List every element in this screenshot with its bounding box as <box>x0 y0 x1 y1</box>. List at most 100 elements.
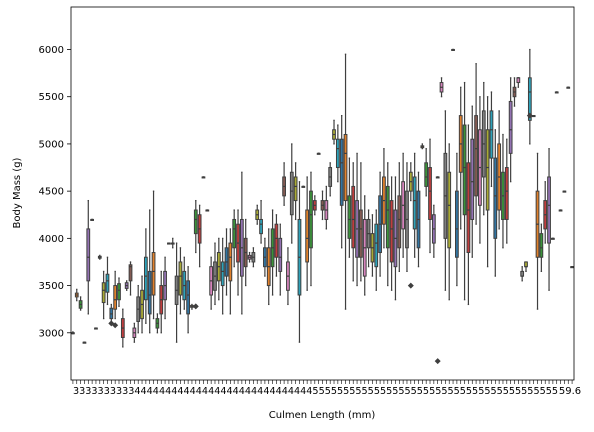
box-body <box>455 190 459 258</box>
box-body <box>293 176 298 202</box>
box-body <box>389 200 394 263</box>
box-33 <box>197 204 202 268</box>
box-127 <box>558 209 563 212</box>
box-9 <box>105 256 110 306</box>
box-100 <box>455 152 459 287</box>
box-81 <box>382 148 386 249</box>
box-48 <box>255 204 260 225</box>
y-tick-label: 4500 <box>39 187 64 198</box>
box-104 <box>470 105 475 258</box>
y-tick-label: 5000 <box>39 139 64 150</box>
box-89 <box>412 152 417 258</box>
box-3 <box>82 341 87 344</box>
box-body <box>289 171 294 216</box>
box-116 <box>516 77 521 88</box>
box-41 <box>228 228 233 315</box>
box-body <box>466 162 471 254</box>
box-86 <box>401 152 406 258</box>
box-body <box>493 157 498 239</box>
box-22 <box>155 313 160 334</box>
box-12 <box>117 277 121 307</box>
box-body <box>470 138 475 220</box>
box-97 <box>443 110 448 291</box>
box-55 <box>282 162 286 206</box>
box-38 <box>216 237 221 301</box>
box-80 <box>378 171 382 277</box>
box-36 <box>209 256 214 310</box>
plot-area <box>71 48 574 365</box>
box-body <box>220 261 225 287</box>
box-body <box>347 195 352 239</box>
box-56 <box>286 247 290 306</box>
box-34 <box>201 176 206 179</box>
box-28 <box>178 247 183 315</box>
box-107 <box>481 81 486 216</box>
box-101 <box>458 86 463 230</box>
box-96 <box>439 77 444 98</box>
box-59 <box>297 181 302 343</box>
box-119 <box>527 48 532 145</box>
box-0 <box>71 331 75 335</box>
box-16 <box>132 322 137 343</box>
box-74 <box>355 152 359 287</box>
box-124 <box>547 148 551 291</box>
y-axis-label: Body Mass (g) <box>12 157 23 228</box>
box-18 <box>140 275 144 334</box>
box-128 <box>562 190 567 193</box>
box-body <box>385 185 390 249</box>
box-92 <box>424 148 429 197</box>
box-body <box>151 252 156 296</box>
box-body <box>147 270 152 315</box>
box-44 <box>239 171 244 315</box>
box-103 <box>466 124 471 306</box>
box-body <box>259 218 263 235</box>
box-29 <box>182 256 187 310</box>
box-90 <box>416 171 421 268</box>
box-69 <box>335 124 340 183</box>
x-axis-label: Culmen Length (mm) <box>269 410 376 421</box>
box-84 <box>393 176 398 301</box>
y-tick-label: 4000 <box>39 234 64 245</box>
outlier-point <box>407 282 414 289</box>
box-body <box>524 261 528 268</box>
box-body <box>274 223 279 258</box>
box-87 <box>405 162 409 273</box>
box-5 <box>90 218 95 221</box>
box-62 <box>309 171 313 287</box>
outlier-point <box>526 112 533 119</box>
x-tick-label-last: 59.6 <box>559 386 581 397</box>
box-67 <box>328 162 333 197</box>
box-109 <box>489 91 494 188</box>
box-54 <box>278 223 283 296</box>
box-19 <box>143 228 148 324</box>
box-79 <box>374 209 379 291</box>
box-37 <box>213 242 217 306</box>
box-6 <box>94 327 98 330</box>
box-65 <box>320 190 325 221</box>
x-tick-label-band: 3333333333444444444444444444444444444445… <box>73 386 558 397</box>
box-39 <box>220 237 225 315</box>
box-112 <box>501 133 505 249</box>
box-body <box>539 233 544 258</box>
box-body <box>428 167 432 220</box>
box-123 <box>543 181 548 244</box>
box-91 <box>420 143 425 150</box>
box-47 <box>251 247 256 268</box>
box-115 <box>512 77 517 107</box>
box-46 <box>247 251 252 263</box>
box-78 <box>370 214 375 277</box>
box-body <box>143 256 148 301</box>
box-26 <box>170 237 175 249</box>
box-66 <box>324 185 329 230</box>
box-body <box>462 124 467 216</box>
box-23 <box>159 270 164 334</box>
x-axis: 59.6333333333344444444444444444444444444… <box>72 380 581 397</box>
box-4 <box>86 199 91 315</box>
box-body <box>178 261 183 296</box>
box-61 <box>305 176 310 291</box>
box-27 <box>174 242 179 343</box>
box-98 <box>447 143 452 301</box>
box-110 <box>493 129 498 277</box>
box-body <box>504 167 509 220</box>
